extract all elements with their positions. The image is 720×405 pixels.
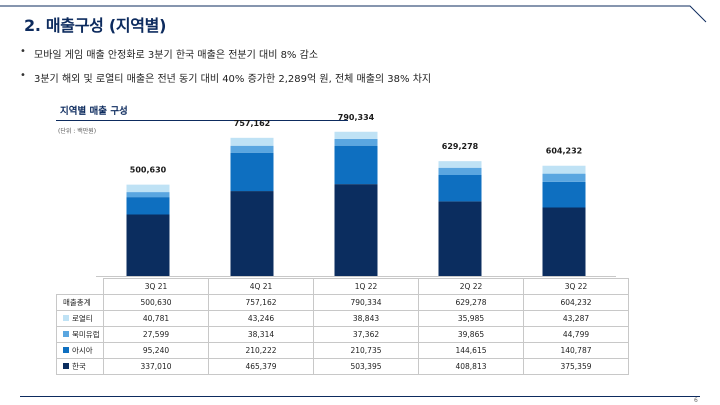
table-cell: 38,843 [313,310,419,327]
table-cell: 43,287 [523,310,629,327]
slide-title: 2. 매출구성 (지역별) [24,16,167,35]
legend-swatch [63,362,69,369]
header-rule [0,5,707,23]
table-row: 로열티 40,781 43,246 38,843 35,985 43,287 [56,310,629,327]
category-tick-label: 1Q 22 [313,278,419,295]
table-cell: 37,362 [313,326,419,343]
table-row: 북미유럽 27,599 38,314 37,362 39,865 44,799 [56,326,629,343]
bar-segment [126,192,170,198]
bar-segment [126,214,170,276]
table-cell: 140,787 [523,342,629,359]
legend-swatch [63,314,69,321]
table-cell: 604,232 [523,294,629,311]
table-cell: 95,240 [103,342,209,359]
category-tick-label: 3Q 21 [103,278,209,295]
bar-segment [126,197,170,215]
bullet-point: 모바일 게임 매출 안정화로 3분기 한국 매출은 전분기 대비 8% 감소 [20,46,318,61]
bar-total-label: 629,278 [442,142,479,151]
chart-title-underline [56,120,348,121]
row-label: 북미유럽 [56,326,104,343]
table-cell: 790,334 [313,294,419,311]
bar-segment [334,145,378,185]
table-header-row: 3Q 21 4Q 21 1Q 22 2Q 22 3Q 22 [56,278,629,295]
bar-segment [230,145,274,153]
legend-label: 아시아 [72,346,93,355]
table-row: 매출총계 500,630 757,162 790,334 629,278 604,232 [56,294,629,311]
table-cell: 337,010 [103,358,209,375]
bar-segment [126,184,170,193]
table-cell: 38,314 [208,326,314,343]
category-tick-label: 2Q 22 [418,278,524,295]
bar-segment [230,191,274,276]
row-label: 로열티 [56,310,104,327]
bar-total-label: 604,232 [546,147,582,156]
bar-segment [334,131,378,139]
bar-segment [230,152,274,192]
row-label: 매출총계 [56,294,104,311]
legend-label: 로열티 [72,314,93,323]
table-cell: 408,813 [418,358,524,375]
table-cell: 39,865 [418,326,524,343]
row-label: 한국 [56,358,104,375]
table-body: 매출총계 500,630 757,162 790,334 629,278 604,232 로… [56,294,629,375]
chart-title: 지역별 매출 구성 [60,106,128,117]
data-table: 3Q 21 4Q 21 1Q 22 2Q 22 3Q 22 매출총계 500,630 757… [56,278,629,375]
bar-segment [334,138,378,146]
table-cell: 629,278 [418,294,524,311]
bar-segment [438,174,482,202]
table-cell: 44,799 [523,326,629,343]
table-cell: 210,735 [313,342,419,359]
table-corner [56,278,104,295]
table-cell: 465,379 [208,358,314,375]
legend-label: 북미유럽 [72,330,100,339]
table-cell: 43,246 [208,310,314,327]
bar-total-label: 790,334 [338,113,375,122]
footer-rule [20,396,700,397]
bar-segment [230,137,274,146]
row-label: 아시아 [56,342,104,359]
bar-segment [542,181,586,208]
category-tick-label: 4Q 21 [208,278,314,295]
bar-segment [334,184,378,276]
table-cell: 500,630 [103,294,209,311]
unit-label: (단위 : 백만원) [58,128,97,135]
legend-label: 매출총계 [63,298,91,307]
category-tick-label: 3Q 22 [523,278,629,295]
table-cell: 503,395 [313,358,419,375]
bullet-point: 3분기 해외 및 로열티 매출은 전년 동기 대비 40% 증가한 2,289억… [20,70,431,85]
page-number: 6 [694,397,698,404]
table-cell: 144,615 [418,342,524,359]
bar-segment [438,161,482,168]
table-row: 한국 337,010 465,379 503,395 408,813 375,359 [56,358,629,375]
bar-segment [542,165,586,174]
legend-swatch [63,330,69,337]
table-cell: 35,985 [418,310,524,327]
table-row: 아시아 95,240 210,222 210,735 144,615 140,787 [56,342,629,359]
bar-segment [542,173,586,182]
legend-swatch [63,346,69,353]
bar-total-label: 757,162 [234,119,270,128]
bar-segment [542,207,586,276]
stacked-bar-chart: 500,630 757,162 790,334 629,278 604,232 [96,113,616,277]
table-cell: 40,781 [103,310,209,327]
bar-segment [438,201,482,276]
bar-total-label: 500,630 [130,166,167,175]
table-cell: 210,222 [208,342,314,359]
table-cell: 27,599 [103,326,209,343]
table-cell: 375,359 [523,358,629,375]
table-cell: 757,162 [208,294,314,311]
bar-segment [438,167,482,175]
legend-label: 한국 [72,362,86,371]
